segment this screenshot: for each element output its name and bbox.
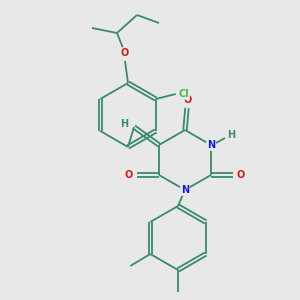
Text: O: O [125,170,133,180]
Text: O: O [237,170,245,180]
Text: N: N [207,140,215,150]
Text: N: N [181,185,189,195]
Text: H: H [227,130,235,140]
Text: O: O [184,95,192,105]
Text: H: H [120,119,128,129]
Text: O: O [121,48,129,58]
Text: Cl: Cl [178,89,189,99]
